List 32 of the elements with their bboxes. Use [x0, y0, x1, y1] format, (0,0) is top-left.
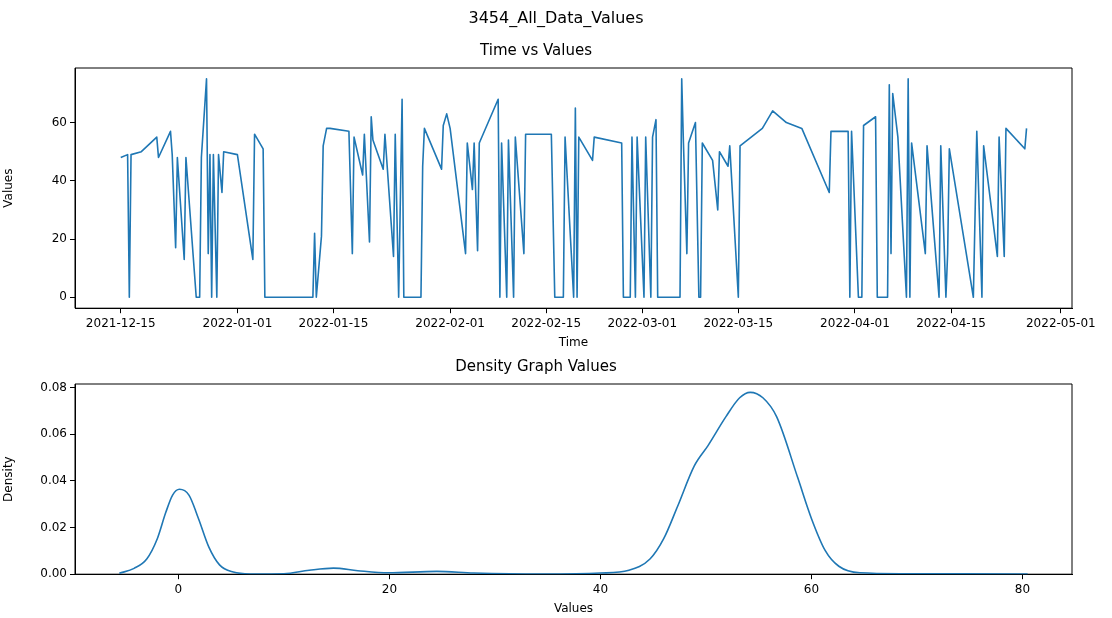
- text: 3454_All_Data_Values: [467, 8, 645, 27]
- x-tick-label: 80: [1014, 581, 1031, 596]
- y-tick-label: 60: [51, 114, 67, 129]
- y-axis-title: Values: [1, 168, 16, 208]
- y-tick-label: 0.08: [40, 379, 67, 394]
- x-tick-label: 2022-03-01: [607, 315, 678, 330]
- x-tick-label: 2022-02-15: [511, 315, 582, 330]
- x-tick-label: 0: [174, 581, 183, 596]
- x-axis-title: Time: [557, 334, 589, 349]
- x-tick-label: 2022-01-15: [298, 315, 369, 330]
- chart-title: Density Graph Values: [455, 356, 617, 375]
- y-tick-label: 0: [59, 289, 67, 304]
- line-series: [118, 391, 1029, 575]
- x-tick-label: 2022-05-01: [1025, 315, 1096, 330]
- y-tick-label: 0.00: [40, 566, 67, 581]
- y-tick-label: 40: [51, 172, 67, 187]
- y-tick-label: 0.04: [40, 472, 67, 487]
- x-tick-label: 2022-02-01: [415, 315, 485, 330]
- x-tick-label: 2022-04-01: [820, 315, 890, 330]
- x-axis-title: Values: [553, 600, 594, 615]
- y-axis-title: Density: [1, 456, 16, 502]
- x-tick-label: 2022-01-01: [202, 315, 273, 330]
- x-tick-label: 40: [592, 581, 609, 596]
- chart-title: Time vs Values: [479, 40, 593, 59]
- x-tick-label: 2022-04-15: [916, 315, 986, 330]
- x-tick-label: 20: [381, 581, 398, 596]
- y-tick-label: 0.06: [40, 426, 67, 441]
- x-tick-label: 2021-12-15: [85, 315, 156, 330]
- y-tick-label: 20: [51, 231, 67, 246]
- x-tick-label: 60: [803, 581, 820, 596]
- y-tick-label: 0.02: [40, 519, 67, 534]
- x-tick-label: 2022-03-15: [703, 315, 774, 330]
